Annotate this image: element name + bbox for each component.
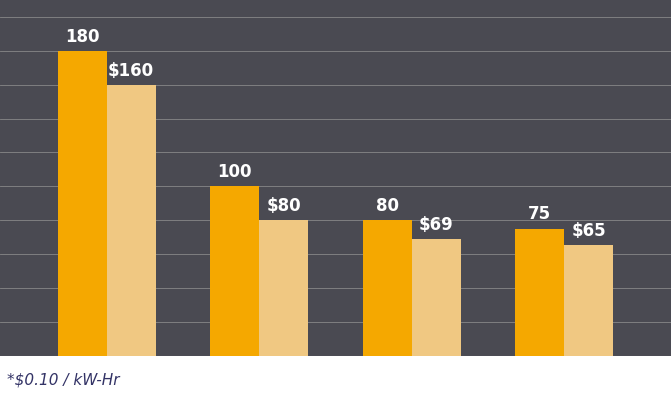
Bar xyxy=(363,220,412,356)
Text: $80: $80 xyxy=(266,197,301,215)
Text: *$0.10 / kW-Hr: *$0.10 / kW-Hr xyxy=(7,372,119,387)
Bar xyxy=(58,51,107,356)
Bar xyxy=(412,239,460,356)
Text: $65: $65 xyxy=(571,222,606,240)
Bar xyxy=(564,246,613,356)
Bar xyxy=(259,220,308,356)
Bar xyxy=(107,85,156,356)
Text: 180: 180 xyxy=(65,28,99,46)
Text: 100: 100 xyxy=(217,163,252,181)
Text: $160: $160 xyxy=(108,61,154,80)
Text: $69: $69 xyxy=(419,216,454,234)
Text: 75: 75 xyxy=(528,206,552,223)
Bar xyxy=(211,186,259,356)
Text: 80: 80 xyxy=(376,197,399,215)
Bar xyxy=(515,229,564,356)
